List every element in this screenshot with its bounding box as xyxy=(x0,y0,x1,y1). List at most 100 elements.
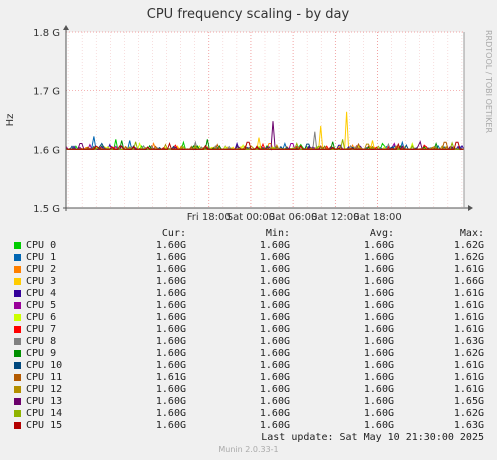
legend-avg-value: 1.60G xyxy=(363,324,394,335)
legend-avg-value: 1.60G xyxy=(363,348,394,359)
legend-avg-value: 1.60G xyxy=(363,264,394,275)
legend-cur-value: 1.60G xyxy=(155,336,186,347)
legend-swatch xyxy=(14,242,21,249)
legend-max-value: 1.61G xyxy=(453,300,484,311)
legend-avg-value: 1.60G xyxy=(363,288,394,299)
legend-swatch xyxy=(14,278,21,285)
legend-header-min: Min: xyxy=(265,228,290,239)
legend-series-name: CPU 7 xyxy=(26,324,57,335)
legend-cur-value: 1.60G xyxy=(155,240,186,251)
legend-max-value: 1.61G xyxy=(453,372,484,383)
legend-series-name: CPU 10 xyxy=(26,360,63,371)
chart-title: CPU frequency scaling - by day xyxy=(147,7,350,22)
legend-avg-value: 1.60G xyxy=(363,252,394,263)
last-update: Last update: Sat May 10 21:30:00 2025 xyxy=(261,432,484,443)
x-tick-label: Sat 00:00 xyxy=(227,212,275,223)
legend-swatch xyxy=(14,338,21,345)
legend-avg-value: 1.60G xyxy=(363,276,394,287)
legend-row: CPU 15 1.60G 1.60G 1.60G 1.63G xyxy=(14,420,488,432)
legend-rows: CPU 0 1.60G 1.60G 1.60G 1.62G CPU 1 1.60G 1.60G… xyxy=(14,240,488,432)
legend-header-avg: Avg: xyxy=(369,228,394,239)
legend-max-value: 1.62G xyxy=(453,408,484,419)
legend-swatch xyxy=(14,374,21,381)
legend-row: CPU 5 1.60G 1.60G 1.60G 1.61G xyxy=(14,300,488,312)
series-line xyxy=(65,141,464,150)
legend-row: CPU 13 1.60G 1.60G 1.60G 1.65G xyxy=(14,396,488,408)
legend-min-value: 1.60G xyxy=(259,312,290,323)
legend-avg-value: 1.60G xyxy=(363,300,394,311)
legend-series-name: CPU 2 xyxy=(26,264,57,275)
legend-max-value: 1.63G xyxy=(453,336,484,347)
legend-cur-value: 1.60G xyxy=(155,300,186,311)
legend-header-cur: Cur: xyxy=(161,228,186,239)
legend-avg-value: 1.60G xyxy=(363,336,394,347)
legend-row: CPU 10 1.60G 1.60G 1.60G 1.61G xyxy=(14,360,488,372)
legend-swatch xyxy=(14,410,21,417)
legend-cur-value: 1.60G xyxy=(155,384,186,395)
legend-min-value: 1.60G xyxy=(259,384,290,395)
legend-swatch xyxy=(14,314,21,321)
legend-min-value: 1.60G xyxy=(259,360,290,371)
legend-min-value: 1.60G xyxy=(259,288,290,299)
legend-min-value: 1.60G xyxy=(259,396,290,407)
legend-cur-value: 1.60G xyxy=(155,396,186,407)
legend-cur-value: 1.60G xyxy=(155,312,186,323)
legend-min-value: 1.60G xyxy=(259,408,290,419)
legend-series-name: CPU 14 xyxy=(26,408,63,419)
legend-cur-value: 1.60G xyxy=(155,408,186,419)
legend-min-value: 1.60G xyxy=(259,420,290,431)
legend-avg-value: 1.60G xyxy=(363,384,394,395)
legend-series-name: CPU 15 xyxy=(26,420,63,431)
legend-row: CPU 7 1.60G 1.60G 1.60G 1.61G xyxy=(14,324,488,336)
legend-row: CPU 12 1.60G 1.60G 1.60G 1.61G xyxy=(14,384,488,396)
legend-series-name: CPU 5 xyxy=(26,300,57,311)
legend-min-value: 1.60G xyxy=(259,240,290,251)
legend-avg-value: 1.60G xyxy=(363,396,394,407)
legend-series-name: CPU 3 xyxy=(26,276,57,287)
legend-swatch xyxy=(14,302,21,309)
legend-swatch xyxy=(14,398,21,405)
legend-swatch xyxy=(14,254,21,261)
legend-cur-value: 1.60G xyxy=(155,288,186,299)
legend-header-max: Max: xyxy=(459,228,484,239)
y-axis-arrow xyxy=(63,25,69,30)
y-tick-label: 1.5 G xyxy=(33,204,60,215)
legend-avg-value: 1.60G xyxy=(363,408,394,419)
x-tick-label: Fri 18:00 xyxy=(187,212,231,223)
legend-min-value: 1.60G xyxy=(259,348,290,359)
legend-cur-value: 1.60G xyxy=(155,420,186,431)
legend-series-name: CPU 4 xyxy=(26,288,57,299)
legend-row: CPU 1 1.60G 1.60G 1.60G 1.62G xyxy=(14,252,488,264)
legend-series-name: CPU 9 xyxy=(26,348,57,359)
legend-series-name: CPU 12 xyxy=(26,384,63,395)
legend-max-value: 1.62G xyxy=(453,240,484,251)
y-tick-label: 1.6 G xyxy=(33,145,60,156)
legend-max-value: 1.62G xyxy=(453,252,484,263)
legend-series-name: CPU 8 xyxy=(26,336,57,347)
x-tick-label: Sat 18:00 xyxy=(353,212,401,223)
y-tick-label: 1.8 G xyxy=(33,28,60,39)
legend-series-name: CPU 11 xyxy=(26,372,63,383)
legend-max-value: 1.66G xyxy=(453,276,484,287)
legend-row: CPU 4 1.60G 1.60G 1.60G 1.61G xyxy=(14,288,488,300)
legend-avg-value: 1.60G xyxy=(363,312,394,323)
munin-version: Munin 2.0.33-1 xyxy=(218,445,279,454)
legend-cur-value: 1.60G xyxy=(155,276,186,287)
legend-row: CPU 3 1.60G 1.60G 1.60G 1.66G xyxy=(14,276,488,288)
legend-swatch xyxy=(14,422,21,429)
legend-max-value: 1.65G xyxy=(453,396,484,407)
x-tick-label: Sat 06:00 xyxy=(269,212,317,223)
legend-max-value: 1.61G xyxy=(453,288,484,299)
legend-row: CPU 2 1.60G 1.60G 1.60G 1.61G xyxy=(14,264,488,276)
legend-min-value: 1.60G xyxy=(259,336,290,347)
legend-header-row: Cur: Min: Avg: Max: xyxy=(14,228,488,240)
legend-row: CPU 8 1.60G 1.60G 1.60G 1.63G xyxy=(14,336,488,348)
legend-swatch xyxy=(14,326,21,333)
legend-min-value: 1.60G xyxy=(259,252,290,263)
legend-cur-value: 1.60G xyxy=(155,264,186,275)
legend-swatch xyxy=(14,266,21,273)
legend-avg-value: 1.60G xyxy=(363,360,394,371)
legend-max-value: 1.61G xyxy=(453,324,484,335)
legend-row: CPU 14 1.60G 1.60G 1.60G 1.62G xyxy=(14,408,488,420)
legend-row: CPU 6 1.60G 1.60G 1.60G 1.61G xyxy=(14,312,488,324)
